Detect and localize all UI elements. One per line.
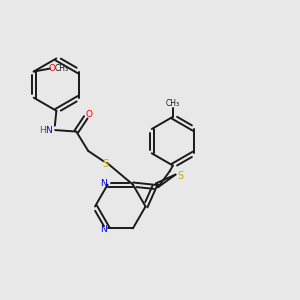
Text: S: S xyxy=(177,171,183,181)
Text: N: N xyxy=(45,126,52,135)
Text: CH₃: CH₃ xyxy=(54,64,68,73)
Text: N: N xyxy=(100,178,107,188)
Text: N: N xyxy=(100,225,107,234)
Text: CH₃: CH₃ xyxy=(166,99,180,108)
Text: O: O xyxy=(86,110,93,119)
Text: O: O xyxy=(49,64,56,73)
Text: S: S xyxy=(102,159,109,169)
Text: H: H xyxy=(39,126,46,135)
